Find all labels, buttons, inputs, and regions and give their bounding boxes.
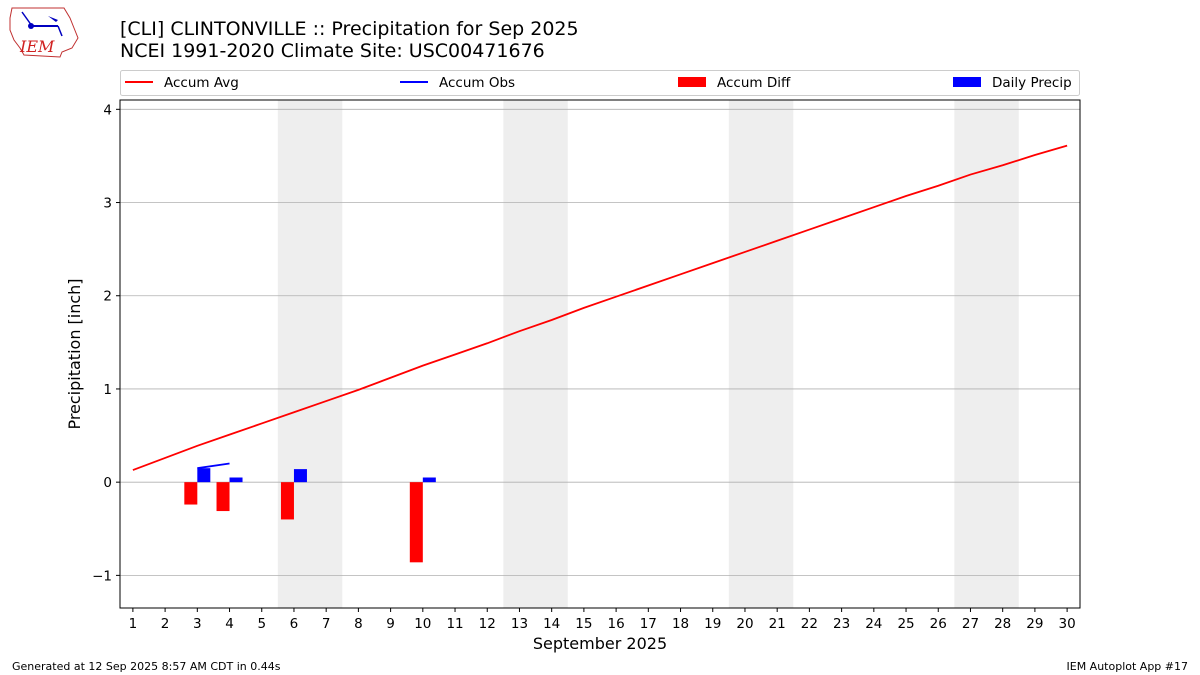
x-tick-label: 27 xyxy=(962,616,979,632)
y-tick-label: −1 xyxy=(92,568,112,584)
y-tick-label: 4 xyxy=(103,102,112,118)
x-tick-label: 24 xyxy=(865,616,882,632)
x-tick-label: 1 xyxy=(129,616,138,632)
accum-diff-bar xyxy=(409,482,423,563)
x-axis-label: September 2025 xyxy=(533,634,667,653)
accum-diff-bar xyxy=(184,482,198,505)
app-id: IEM Autoplot App #17 xyxy=(1067,660,1189,673)
x-tick-label: 25 xyxy=(897,616,914,632)
daily-precip-bar xyxy=(229,477,243,483)
y-axis-label: Precipitation [inch] xyxy=(65,278,84,429)
x-tick-label: 15 xyxy=(575,616,592,632)
x-tick-label: 29 xyxy=(1026,616,1043,632)
x-tick-label: 28 xyxy=(994,616,1011,632)
x-tick-label: 7 xyxy=(322,616,331,632)
x-tick-label: 21 xyxy=(769,616,786,632)
x-tick-label: 12 xyxy=(479,616,496,632)
weekend-shade xyxy=(277,100,343,608)
x-tick-label: 14 xyxy=(543,616,560,632)
iem-logo: IEM xyxy=(9,7,79,58)
legend-label: Accum Diff xyxy=(717,75,791,91)
accum-obs-line xyxy=(197,462,230,470)
accum-avg-line xyxy=(132,144,1068,471)
chart-title: [CLI] CLINTONVILLE :: Precipitation for … xyxy=(120,18,579,40)
daily-precip-bar xyxy=(422,477,436,483)
legend-swatch xyxy=(953,77,981,87)
daily-precip-bar xyxy=(197,468,211,483)
generated-timestamp: Generated at 12 Sep 2025 8:57 AM CDT in … xyxy=(12,660,281,673)
legend-swatch xyxy=(678,77,706,87)
x-tick-label: 30 xyxy=(1059,616,1076,632)
x-tick-label: 9 xyxy=(386,616,395,632)
x-tick-label: 17 xyxy=(640,616,657,632)
weekend-shade xyxy=(728,100,794,608)
x-tick-label: 11 xyxy=(446,616,463,632)
x-tick-label: 16 xyxy=(608,616,625,632)
x-tick-label: 6 xyxy=(290,616,299,632)
legend-label: Daily Precip xyxy=(992,75,1072,91)
x-tick-label: 10 xyxy=(414,616,431,632)
legend-box xyxy=(120,70,1080,96)
accum-diff-bar xyxy=(216,482,230,512)
x-tick-label: 18 xyxy=(672,616,689,632)
x-tick-label: 5 xyxy=(257,616,266,632)
weekend-shade xyxy=(954,100,1019,608)
x-tick-label: 20 xyxy=(736,616,753,632)
x-tick-label: 26 xyxy=(930,616,947,632)
x-tick-label: 22 xyxy=(801,616,818,632)
y-tick-label: 0 xyxy=(103,475,112,491)
y-tick-label: 3 xyxy=(103,196,112,212)
accum-diff-bar xyxy=(280,482,294,520)
x-tick-label: 2 xyxy=(161,616,170,632)
logo-lettering: IEM xyxy=(19,37,55,56)
y-tick-label: 1 xyxy=(103,382,112,398)
legend-label: Accum Avg xyxy=(164,75,239,91)
plot-frame xyxy=(119,99,1081,609)
x-tick-label: 19 xyxy=(704,616,721,632)
x-tick-label: 8 xyxy=(354,616,363,632)
legend-label: Accum Obs xyxy=(439,75,515,91)
x-tick-label: 23 xyxy=(833,616,850,632)
chart-subtitle: NCEI 1991-2020 Climate Site: USC00471676 xyxy=(120,40,545,62)
daily-precip-bar xyxy=(293,469,307,483)
x-tick-label: 13 xyxy=(511,616,528,632)
legend: Accum Avg Accum Obs Accum Diff Daily Precip xyxy=(120,70,1080,96)
y-tick-label: 2 xyxy=(103,289,112,305)
weekend-shade xyxy=(503,100,568,608)
x-tick-label: 4 xyxy=(225,616,234,632)
x-tick-label: 3 xyxy=(193,616,202,632)
